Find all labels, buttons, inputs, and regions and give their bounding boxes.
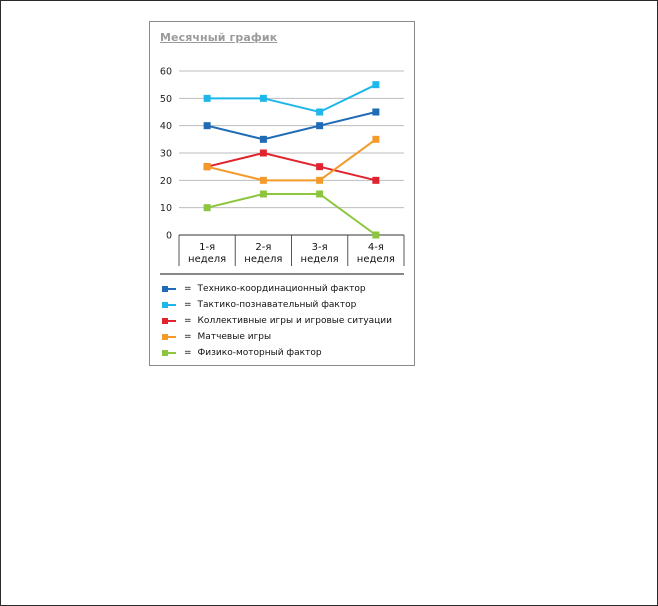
legend-swatch: [162, 333, 179, 341]
data-point-marker: [203, 163, 211, 171]
x-tick-label: 4-я: [368, 242, 384, 253]
data-point-marker: [316, 122, 324, 130]
data-point-marker: [372, 108, 380, 116]
legend-swatch: [162, 317, 179, 325]
x-tick-label: неделя: [301, 254, 339, 265]
legend-item: = Технико-координационный фактор: [162, 281, 412, 297]
legend-item: = Тактико-познавательный фактор: [162, 297, 412, 313]
x-tick-label: неделя: [188, 254, 226, 265]
y-tick-label: 30: [160, 149, 172, 160]
legend-item: = Коллективные игры и игровые ситуации: [162, 313, 412, 329]
data-point-marker: [259, 149, 267, 157]
data-point-marker: [316, 190, 324, 198]
legend-equals-sign: =: [184, 348, 192, 358]
data-point-marker: [203, 204, 211, 212]
data-point-marker: [259, 94, 267, 102]
data-point-marker: [372, 176, 380, 184]
data-point-marker: [372, 231, 380, 239]
data-point-marker: [372, 81, 380, 89]
data-point-marker: [203, 122, 211, 130]
series-line: [207, 83, 377, 114]
x-tick-label: неделя: [357, 254, 395, 265]
legend-label: Технико-координационный фактор: [197, 284, 366, 294]
legend-equals-sign: =: [184, 284, 192, 294]
x-tick-label: 2-я: [255, 242, 271, 253]
chart-title: Месячный график: [160, 31, 278, 44]
legend-equals-sign: =: [184, 316, 192, 326]
y-tick-label: 40: [160, 121, 172, 132]
series-line: [206, 138, 377, 182]
chart-card: Месячный график 0 10 20 30 40 50 60 1-я неделя 2-…: [149, 21, 415, 366]
legend-equals-sign: =: [184, 332, 192, 342]
data-point-marker: [259, 190, 267, 198]
x-tick-label: 3-я: [312, 242, 328, 253]
series-line: [206, 111, 377, 141]
data-point-marker: [203, 94, 211, 102]
y-tick-label: 20: [160, 176, 172, 187]
y-tick-label: 60: [160, 67, 172, 78]
data-point-marker: [316, 163, 324, 171]
series-line: [206, 151, 377, 182]
legend-swatch: [162, 285, 179, 293]
series-line: [206, 193, 377, 236]
legend-label: Коллективные игры и игровые ситуации: [197, 316, 392, 326]
legend-label: Физико-моторный фактор: [197, 348, 322, 358]
legend-item: = Физико-моторный фактор: [162, 345, 412, 361]
x-tick-label: 1-я: [199, 242, 215, 253]
y-tick-label: 10: [160, 203, 172, 214]
legend-label: Матчевые игры: [197, 332, 272, 342]
y-tick-label: 0: [166, 231, 172, 242]
data-point-marker: [259, 135, 267, 143]
line-chart: 01020304050601-янеделя2-янеделя3-янеделя…: [160, 67, 405, 275]
data-point-marker: [316, 108, 324, 116]
legend-equals-sign: =: [184, 300, 192, 310]
data-point-marker: [316, 176, 324, 184]
legend-item: = Матчевые игры: [162, 329, 412, 345]
x-tick-label: неделя: [244, 254, 282, 265]
legend-label: Тактико-познавательный фактор: [197, 300, 357, 310]
data-point-marker: [372, 135, 380, 143]
y-tick-label: 50: [160, 94, 172, 105]
legend-swatch: [162, 301, 179, 309]
chart-legend: = Технико-координационный фактор = Тактико-…: [162, 281, 412, 361]
data-point-marker: [259, 176, 267, 184]
legend-swatch: [162, 349, 179, 357]
